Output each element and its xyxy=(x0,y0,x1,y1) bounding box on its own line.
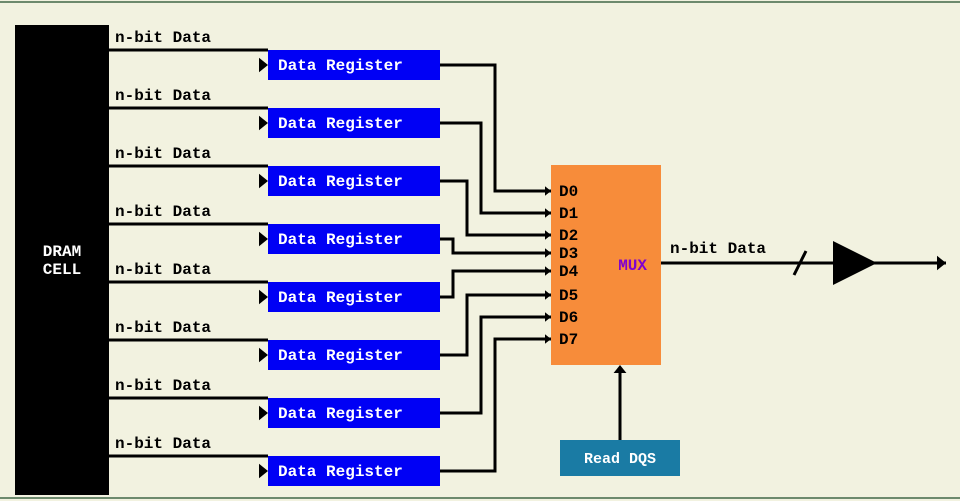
data-register-label-0: Data Register xyxy=(278,57,403,75)
mux-input-label-7: D7 xyxy=(559,331,578,349)
data-register-label-3: Data Register xyxy=(278,231,403,249)
data-register-label-4: Data Register xyxy=(278,289,403,307)
dram-cell-label: DRAM xyxy=(43,243,81,261)
mux-input-label-4: D4 xyxy=(559,263,579,281)
lane-label-2: n-bit Data xyxy=(115,145,211,163)
dram-cell-label: CELL xyxy=(43,261,81,279)
lane-label-3: n-bit Data xyxy=(115,203,211,221)
output-buffer-icon xyxy=(833,241,877,285)
data-register-label-6: Data Register xyxy=(278,405,403,423)
mux-input-label-3: D3 xyxy=(559,245,578,263)
lane-label-5: n-bit Data xyxy=(115,319,211,337)
data-register-label-7: Data Register xyxy=(278,463,403,481)
read-dqs-label: Read DQS xyxy=(584,451,656,468)
mux-input-label-5: D5 xyxy=(559,287,578,305)
reg-to-mux-wire-7 xyxy=(440,339,551,471)
lane-label-6: n-bit Data xyxy=(115,377,211,395)
reg-to-mux-wire-3 xyxy=(440,239,551,253)
data-register-label-5: Data Register xyxy=(278,347,403,365)
mux-label: MUX xyxy=(618,257,647,275)
data-register-label-2: Data Register xyxy=(278,173,403,191)
reg-to-mux-wire-0 xyxy=(440,65,551,191)
lane-label-0: n-bit Data xyxy=(115,29,211,47)
mux-input-label-6: D6 xyxy=(559,309,578,327)
mux-input-label-0: D0 xyxy=(559,183,578,201)
lane-label-1: n-bit Data xyxy=(115,87,211,105)
mux-input-label-1: D1 xyxy=(559,205,578,223)
lane-label-7: n-bit Data xyxy=(115,435,211,453)
mux-input-label-2: D2 xyxy=(559,227,578,245)
reg-to-mux-wire-4 xyxy=(440,271,551,297)
data-register-label-1: Data Register xyxy=(278,115,403,133)
lane-label-4: n-bit Data xyxy=(115,261,211,279)
output-label: n-bit Data xyxy=(670,240,766,258)
